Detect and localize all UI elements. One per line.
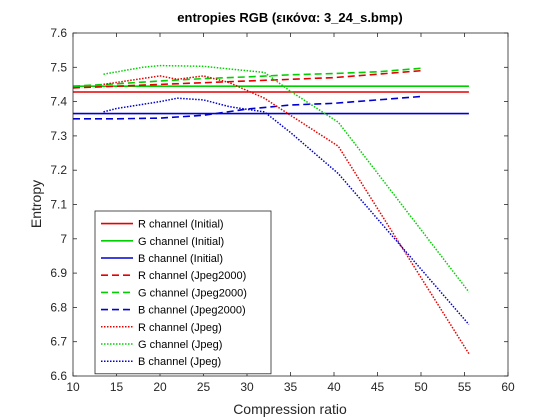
x-tick-label: 45 — [371, 380, 385, 394]
x-axis-label: Compression ratio — [233, 401, 347, 417]
legend-entry-label: R channel (Initial) — [138, 219, 224, 231]
series-line-3 — [72, 69, 422, 89]
legend-entry-label: B channel (Initial) — [138, 253, 223, 265]
y-tick-label: 7.3 — [50, 129, 67, 143]
y-tick-label: 6.7 — [50, 335, 67, 349]
y-axis-label: Entropy — [28, 180, 44, 228]
chart-title: entropies RGB (εικόνα: 3_24_s.bmp) — [177, 10, 402, 25]
legend-entry-label: G channel (Initial) — [138, 236, 224, 248]
x-tick-label: 20 — [153, 380, 167, 394]
legend-entry-label: G channel (Jpeg2000) — [138, 287, 247, 299]
y-tick-label: 7.4 — [50, 95, 67, 109]
x-tick-label: 15 — [110, 380, 124, 394]
legend-entry-label: B channel (Jpeg) — [138, 356, 221, 368]
y-tick-label: 7 — [60, 232, 67, 246]
legend-entry-label: G channel (Jpeg) — [138, 339, 222, 351]
x-tick-label: 25 — [197, 380, 211, 394]
y-tick-label: 6.6 — [50, 369, 67, 383]
x-tick-label: 40 — [327, 380, 341, 394]
series-line-5 — [73, 95, 422, 120]
series-line-6 — [103, 75, 470, 355]
legend: R channel (Initial) G channel (Initial) B … — [94, 210, 272, 375]
legend-entry-label: R channel (Jpeg) — [138, 322, 222, 334]
x-tick-label: 30 — [240, 380, 254, 394]
x-tick-label: 60 — [501, 380, 515, 394]
y-tick-label: 7.6 — [50, 26, 67, 40]
y-tick-label: 7.1 — [50, 198, 67, 212]
series-line-7 — [103, 64, 470, 293]
series-line-8 — [103, 97, 470, 325]
y-tick-label: 7.5 — [50, 60, 67, 74]
y-tick-label: 7.2 — [50, 163, 67, 177]
legend-entry-label: B channel (Jpeg2000) — [138, 305, 246, 317]
x-tick-label: 35 — [284, 380, 298, 394]
x-tick-label: 55 — [458, 380, 472, 394]
legend-entry-label: R channel (Jpeg2000) — [138, 270, 246, 282]
series-line-4 — [72, 67, 422, 87]
x-tick-label: 10 — [66, 380, 80, 394]
y-tick-label: 6.8 — [50, 300, 67, 314]
x-tick-label: 50 — [414, 380, 428, 394]
y-tick-label: 6.9 — [50, 266, 67, 280]
